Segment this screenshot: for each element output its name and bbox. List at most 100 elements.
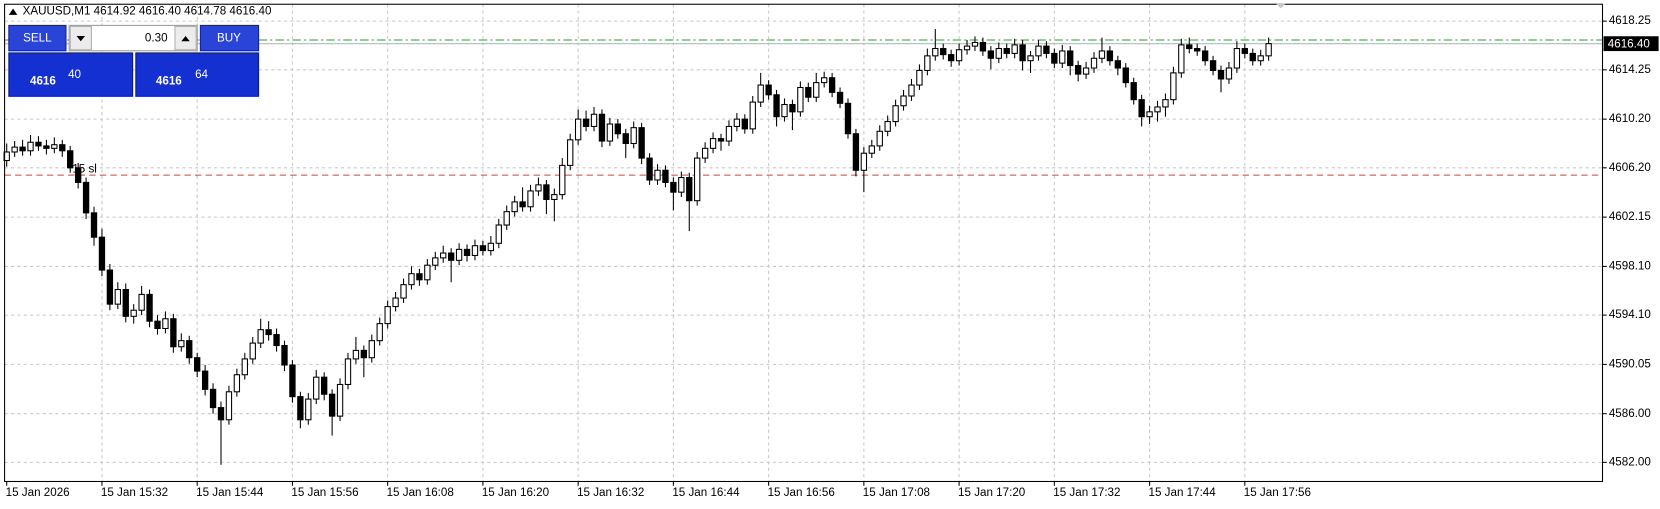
candle-body (908, 84, 915, 97)
buy-label: BUY (217, 32, 241, 45)
candle-body (741, 118, 748, 130)
candle-body (11, 146, 18, 153)
candle-body (1170, 72, 1177, 101)
candle-body (503, 211, 510, 226)
candle-body (749, 101, 756, 130)
sell-button[interactable] (8, 24, 67, 52)
sell-price-box[interactable] (8, 52, 134, 97)
candle-body (1011, 44, 1018, 54)
candle-body (646, 157, 653, 181)
x-tick-label: 15 Jan 17:56 (1244, 486, 1311, 499)
candle-body (1186, 44, 1193, 50)
candle-body (805, 86, 812, 98)
candle-body (1114, 60, 1122, 69)
candle-body (146, 293, 153, 322)
sell-price-tail: 40 (68, 68, 81, 81)
candle-body (82, 181, 90, 214)
chart-header: XAUUSD,M1 4614.92 4616.40 4614.78 4616.4… (23, 5, 272, 18)
candle-body (844, 102, 852, 135)
lot-value[interactable]: 0.30 (145, 32, 168, 45)
candle-body (781, 103, 788, 118)
candle-body (209, 388, 217, 409)
candle-body (662, 169, 669, 183)
trade-panel: SELL 0.30 BUY 4616 40 4616 64 (8, 24, 260, 97)
candle-body (789, 103, 796, 113)
candle-body (860, 152, 868, 171)
candle-body (495, 224, 502, 244)
candle-body (725, 125, 733, 142)
candle-body (170, 318, 177, 348)
candle-body (686, 177, 693, 202)
candle-body (1074, 65, 1082, 75)
candle-body (797, 86, 804, 113)
candle-body (717, 138, 725, 142)
candle-body (201, 370, 209, 390)
candle-body (1059, 50, 1066, 64)
current-price-label: 4616.40 (1608, 37, 1651, 50)
candle-body (320, 376, 328, 395)
candle-body (924, 55, 931, 71)
candle-body (1154, 106, 1161, 113)
candle-body (138, 293, 145, 311)
candle-body (622, 133, 629, 145)
candle-body (1003, 48, 1010, 54)
candle-body (257, 329, 264, 344)
candle-body (1019, 44, 1026, 62)
candle-body (35, 141, 42, 147)
x-tick-label: 15 Jan 16:20 (482, 486, 550, 499)
candle-body (90, 212, 98, 238)
candle-body (19, 146, 26, 152)
candle-body (186, 340, 193, 359)
candle-body (821, 77, 828, 84)
lot-up-arrow (181, 35, 190, 42)
candle-body (67, 150, 74, 169)
y-tick-label: 4618.25 (1609, 14, 1651, 27)
candle-body (1217, 69, 1225, 80)
candle-body (178, 340, 185, 348)
y-tick-label: 4582.00 (1609, 455, 1652, 468)
candle-body (1090, 57, 1098, 69)
candle-body (1241, 48, 1248, 54)
collapse-icon[interactable] (8, 8, 18, 15)
candle-body (590, 113, 598, 127)
lot-down-arrow (76, 35, 86, 42)
candle-body (614, 123, 622, 135)
plot-frame (4, 3, 1604, 483)
candle-body (59, 144, 66, 152)
y-tick-label: 4606.20 (1609, 161, 1652, 174)
candle-body (932, 48, 939, 57)
candle-body (1082, 67, 1090, 75)
candle-body (733, 118, 741, 127)
candle-body (487, 242, 495, 252)
candle-body (638, 127, 645, 159)
candle-body (328, 393, 336, 417)
candle-body (1122, 67, 1129, 84)
candle-body (463, 248, 471, 256)
candle-body (273, 334, 280, 347)
candle-body (479, 245, 487, 252)
buy-price-box[interactable] (135, 52, 260, 97)
buy-price-head: 4616 (156, 75, 182, 88)
candle-body (384, 306, 391, 325)
candle-body (1027, 55, 1034, 62)
candle-body (876, 130, 883, 147)
candle-body (360, 349, 368, 359)
candle-body (1051, 52, 1058, 64)
candle-body (471, 245, 479, 256)
candle-body (424, 264, 431, 281)
y-tick-label: 4602.15 (1609, 210, 1651, 223)
candle-body (757, 84, 764, 103)
candle-body (1035, 45, 1042, 57)
candle-body (455, 248, 463, 261)
candle-body (336, 383, 344, 417)
candle-body (606, 123, 614, 142)
x-tick-label: 15 Jan 15:44 (196, 486, 264, 499)
y-tick-label: 4590.05 (1609, 357, 1651, 370)
buy-button[interactable] (199, 24, 260, 52)
x-tick-label: 15 Jan 17:08 (863, 486, 930, 499)
y-tick-label: 4594.10 (1609, 308, 1652, 321)
current-price-box (1603, 36, 1659, 52)
candle-body (987, 50, 995, 59)
candle-body (598, 113, 606, 142)
